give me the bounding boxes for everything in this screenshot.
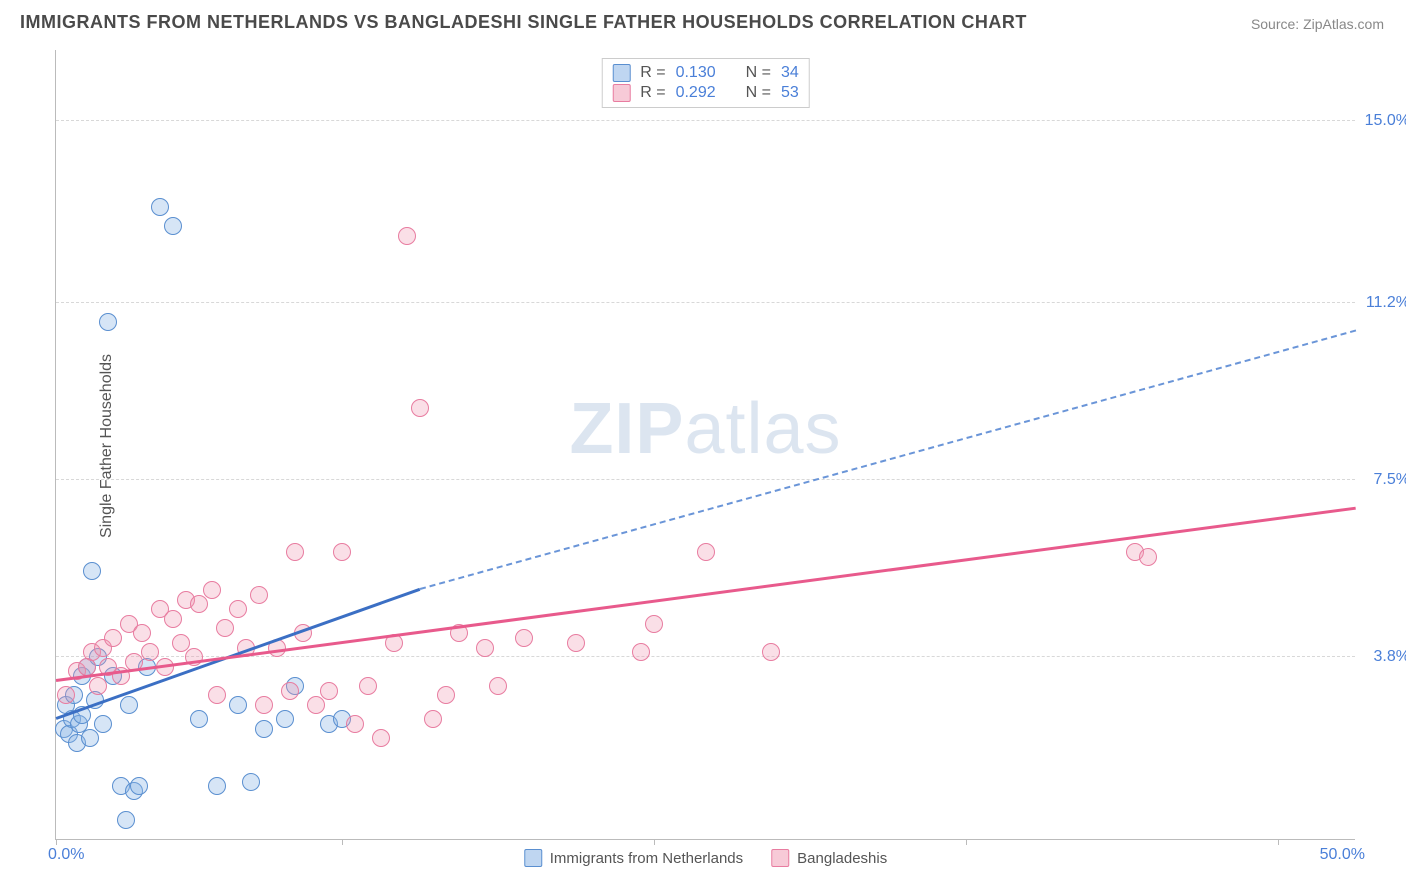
- scatter-point-pink: [632, 643, 650, 661]
- scatter-point-pink: [424, 710, 442, 728]
- scatter-point-pink: [89, 677, 107, 695]
- scatter-point-pink: [141, 643, 159, 661]
- scatter-point-blue: [190, 710, 208, 728]
- scatter-point-blue: [242, 773, 260, 791]
- grid-line: [56, 656, 1355, 657]
- scatter-point-pink: [359, 677, 377, 695]
- scatter-point-blue: [117, 811, 135, 829]
- scatter-point-pink: [346, 715, 364, 733]
- scatter-point-blue: [120, 696, 138, 714]
- scatter-point-pink: [489, 677, 507, 695]
- x-tick: [56, 839, 57, 845]
- chart-container: IMMIGRANTS FROM NETHERLANDS VS BANGLADES…: [0, 0, 1406, 892]
- scatter-point-pink: [372, 729, 390, 747]
- scatter-point-pink: [411, 399, 429, 417]
- scatter-point-pink: [172, 634, 190, 652]
- chart-title: IMMIGRANTS FROM NETHERLANDS VS BANGLADES…: [20, 12, 1027, 33]
- scatter-point-blue: [94, 715, 112, 733]
- legend-blue-label: Immigrants from Netherlands: [550, 850, 743, 867]
- scatter-point-pink: [398, 227, 416, 245]
- x-tick: [1278, 839, 1279, 845]
- legend-pink-r: 0.292: [676, 84, 716, 102]
- scatter-point-blue: [130, 777, 148, 795]
- scatter-point-pink: [255, 696, 273, 714]
- legend-item-blue: Immigrants from Netherlands: [524, 849, 743, 867]
- x-tick: [342, 839, 343, 845]
- scatter-point-pink: [133, 624, 151, 642]
- scatter-point-pink: [476, 639, 494, 657]
- source-attribution: Source: ZipAtlas.com: [1251, 16, 1384, 32]
- scatter-point-pink: [216, 619, 234, 637]
- watermark-atlas: atlas: [684, 389, 841, 469]
- watermark: ZIPatlas: [569, 388, 841, 470]
- scatter-point-blue: [151, 198, 169, 216]
- scatter-point-blue: [83, 562, 101, 580]
- grid-line: [56, 479, 1355, 480]
- scatter-point-pink: [229, 600, 247, 618]
- legend-n-label: N =: [746, 84, 771, 102]
- y-tick-label: 3.8%: [1374, 648, 1406, 666]
- legend-r-label: R =: [640, 84, 665, 102]
- legend-pink-label: Bangladeshis: [797, 850, 887, 867]
- scatter-point-pink: [515, 629, 533, 647]
- legend-n-label: N =: [746, 64, 771, 82]
- trend-line-extrapolated: [420, 330, 1357, 590]
- scatter-point-blue: [81, 729, 99, 747]
- legend-row-blue: R = 0.130 N = 34: [612, 63, 799, 83]
- swatch-blue: [612, 64, 630, 82]
- legend-pink-n: 53: [781, 84, 799, 102]
- legend-row-pink: R = 0.292 N = 53: [612, 83, 799, 103]
- grid-line: [56, 302, 1355, 303]
- scatter-point-pink: [762, 643, 780, 661]
- scatter-point-pink: [208, 686, 226, 704]
- scatter-point-pink: [250, 586, 268, 604]
- legend-correlation: R = 0.130 N = 34 R = 0.292 N = 53: [601, 58, 810, 108]
- swatch-blue-icon: [524, 849, 542, 867]
- scatter-point-pink: [697, 543, 715, 561]
- y-tick-label: 15.0%: [1365, 112, 1406, 130]
- plot-area: ZIPatlas R = 0.130 N = 34 R = 0.292 N = …: [55, 50, 1355, 840]
- legend-series: Immigrants from Netherlands Bangladeshis: [524, 849, 887, 867]
- scatter-point-blue: [208, 777, 226, 795]
- scatter-point-pink: [104, 629, 122, 647]
- swatch-pink-icon: [771, 849, 789, 867]
- legend-blue-n: 34: [781, 64, 799, 82]
- x-axis-start: 0.0%: [48, 846, 84, 864]
- scatter-point-pink: [164, 610, 182, 628]
- scatter-point-pink: [567, 634, 585, 652]
- legend-r-label: R =: [640, 64, 665, 82]
- scatter-point-blue: [164, 217, 182, 235]
- x-tick: [654, 839, 655, 845]
- scatter-point-pink: [286, 543, 304, 561]
- x-axis-end: 50.0%: [1320, 846, 1365, 864]
- scatter-point-pink: [1139, 548, 1157, 566]
- scatter-point-pink: [190, 595, 208, 613]
- scatter-point-pink: [307, 696, 325, 714]
- scatter-point-pink: [203, 581, 221, 599]
- scatter-point-blue: [229, 696, 247, 714]
- y-tick-label: 11.2%: [1366, 294, 1406, 312]
- scatter-point-pink: [320, 682, 338, 700]
- scatter-point-pink: [281, 682, 299, 700]
- scatter-point-pink: [437, 686, 455, 704]
- y-tick-label: 7.5%: [1374, 471, 1406, 489]
- grid-line: [56, 120, 1355, 121]
- scatter-point-blue: [99, 313, 117, 331]
- scatter-point-pink: [333, 543, 351, 561]
- scatter-point-blue: [276, 710, 294, 728]
- scatter-point-pink: [645, 615, 663, 633]
- scatter-point-blue: [255, 720, 273, 738]
- scatter-point-pink: [57, 686, 75, 704]
- legend-item-pink: Bangladeshis: [771, 849, 887, 867]
- swatch-pink: [612, 84, 630, 102]
- legend-blue-r: 0.130: [676, 64, 716, 82]
- x-tick: [966, 839, 967, 845]
- watermark-zip: ZIP: [569, 389, 684, 469]
